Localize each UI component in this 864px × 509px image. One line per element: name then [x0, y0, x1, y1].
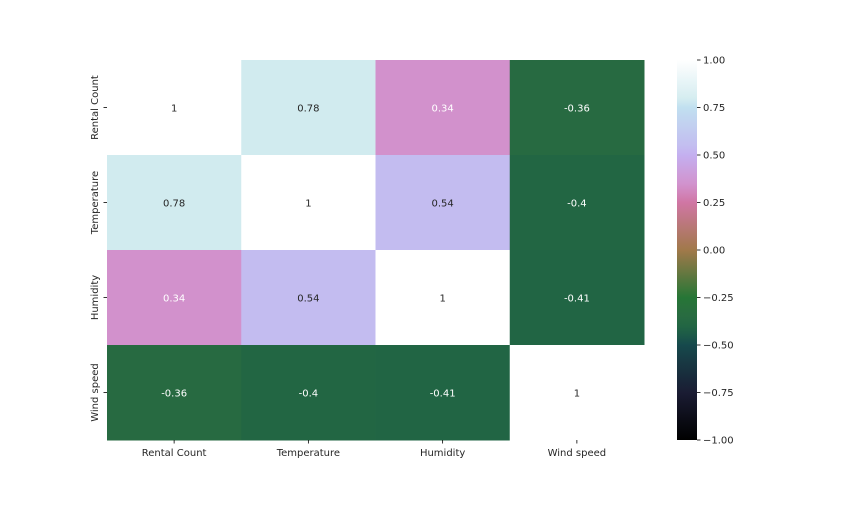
cell-annotation: 0.54: [297, 294, 319, 305]
heatmap-cell-r2-c3: [509, 250, 645, 346]
cell-annotation: 0.78: [297, 104, 319, 115]
heatmap-cell-r0-c2: [375, 60, 511, 156]
cell-annotation: -0.41: [430, 389, 456, 400]
colorbar-tick-label: 0.00: [703, 246, 725, 257]
heatmap-cell-r0-c0: [107, 60, 242, 156]
y-tick-label: Wind speed: [90, 363, 101, 422]
heatmap-cell-r2-c1: [241, 250, 376, 346]
cell-annotation: -0.41: [564, 294, 590, 305]
x-tick-label: Wind speed: [548, 448, 607, 459]
heatmap-cell-r3-c2: [375, 345, 511, 441]
heatmap-cell-r1-c3: [509, 155, 645, 251]
heatmap-cell-r1-c1: [241, 155, 376, 251]
colorbar-tick-label: 1.00: [703, 56, 725, 67]
heatmap-cell-r3-c0: [107, 345, 242, 441]
cell-annotation: 1: [171, 104, 177, 115]
cell-annotation: 1: [439, 294, 445, 305]
x-tick-label: Rental Count: [142, 448, 207, 459]
x-tick-label: Temperature: [276, 448, 340, 459]
heatmap-cell-r2-c0: [107, 250, 242, 346]
heatmap-annotations: 1 0.78 0.34 -0.36 0.78 1 0.54 -0.4 0.34 0.54 1 -0.4…: [161, 104, 590, 400]
cell-annotation: 0.54: [431, 199, 453, 210]
cell-annotation: -0.36: [161, 389, 187, 400]
cell-annotation: 1: [305, 199, 311, 210]
cell-annotation: 0.34: [163, 294, 185, 305]
y-axis: Rental Count Temperature Humidity Wind spee…: [90, 75, 107, 422]
heatmap-cell-r3-c1: [241, 345, 376, 441]
heatmap-cell-r0-c1: [241, 60, 376, 156]
colorbar-tick-label: 0.75: [703, 103, 725, 114]
cell-annotation: 1: [574, 389, 580, 400]
cell-annotation: 0.78: [163, 199, 185, 210]
colorbar-gradient: [677, 60, 697, 440]
colorbar-tick-label: −0.75: [703, 388, 734, 399]
cell-annotation: 0.34: [431, 104, 453, 115]
heatmap-cell-r2-c2: [375, 250, 511, 346]
colorbar-tick-label: 0.50: [703, 151, 725, 162]
colorbar-tick-label: 0.25: [703, 198, 725, 209]
heatmap-cell-r0-c3: [509, 60, 645, 156]
y-tick-label: Humidity: [90, 275, 101, 320]
y-tick-label: Temperature: [90, 171, 101, 235]
colorbar-tick-label: −0.50: [703, 341, 734, 352]
cell-annotation: -0.4: [567, 199, 587, 210]
x-axis: Rental Count Temperature Humidity Wind spee…: [142, 440, 606, 459]
x-tick-label: Humidity: [420, 448, 465, 459]
colorbar-tick-label: −0.25: [703, 293, 734, 304]
heatmap-cells: [107, 60, 645, 441]
y-tick-label: Rental Count: [90, 75, 101, 140]
heatmap-cell-r1-c2: [375, 155, 511, 251]
colorbar: 1.00 0.75 0.50 0.25 0.00 −0.25 −0.50 −0.75 −1.00: [677, 56, 734, 447]
colorbar-tick-label: −1.00: [703, 436, 734, 447]
heatmap-cell-r1-c0: [107, 155, 242, 251]
heatmap-cell-r3-c3: [509, 345, 645, 441]
cell-annotation: -0.36: [564, 104, 590, 115]
cell-annotation: -0.4: [299, 389, 319, 400]
